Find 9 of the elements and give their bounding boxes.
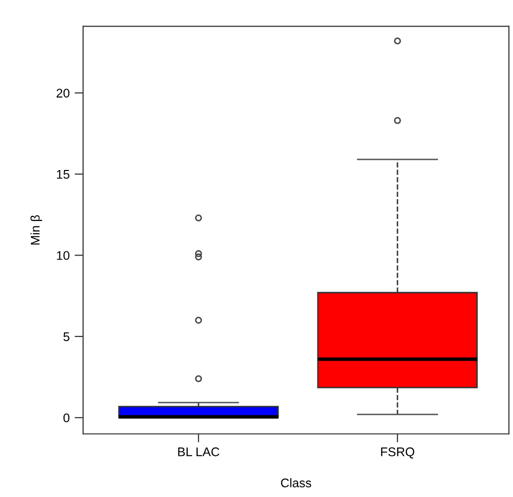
- y-axis-title: Min β: [30, 215, 42, 244]
- x-tick-label: FSRQ: [381, 447, 414, 458]
- y-tick-label: 15: [56, 170, 70, 179]
- y-tick-label: 10: [56, 251, 70, 260]
- y-tick-label: 20: [56, 88, 70, 98]
- y-tick-label: 0: [63, 413, 70, 422]
- y-tick-label: 5: [63, 332, 70, 342]
- x-axis-title: Class: [281, 478, 312, 488]
- x-tick-label: BL LAC: [178, 447, 220, 456]
